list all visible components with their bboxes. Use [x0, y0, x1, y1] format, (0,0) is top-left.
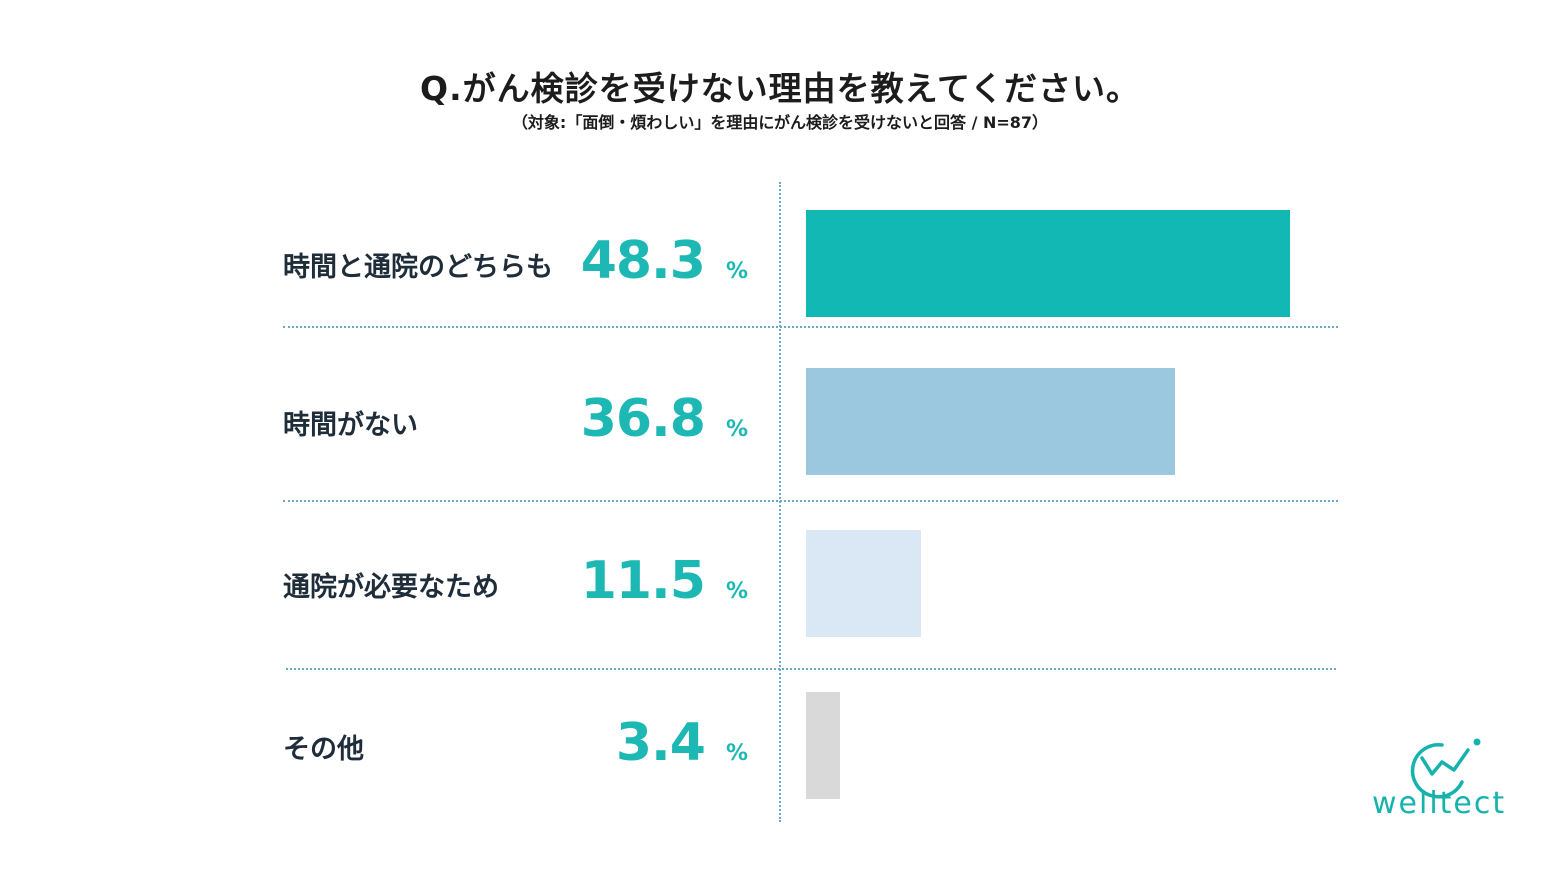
- percent-unit: %: [726, 741, 749, 766]
- bar: [806, 367, 1175, 475]
- bar: [806, 209, 1290, 317]
- row-divider: [286, 668, 1336, 670]
- bar: [806, 691, 840, 799]
- chart-subtitle: （対象:「面倒・煩わしい」を理由にがん検診を受けないと回答 / N=87）: [511, 113, 1049, 132]
- value-label: 3.4: [615, 713, 706, 773]
- value-axis-line: [779, 182, 781, 822]
- percent-unit: %: [726, 259, 749, 284]
- bar: [806, 529, 921, 637]
- row-divider: [283, 326, 1338, 328]
- percent-unit: %: [726, 417, 749, 442]
- category-label: 時間がない: [283, 410, 418, 441]
- category-label: その他: [283, 734, 364, 765]
- value-label: 48.3: [580, 231, 706, 291]
- brand-name: welltect: [1372, 786, 1507, 821]
- category-label: 時間と通院のどちらも: [283, 252, 553, 283]
- category-label: 通院が必要なため: [283, 572, 499, 603]
- value-label: 36.8: [580, 389, 706, 449]
- row-divider: [283, 500, 1338, 502]
- welltect-logo-icon: [1410, 738, 1481, 799]
- value-label: 11.5: [580, 551, 706, 611]
- chart-title: Q.がん検診を受けない理由を教えてください。: [420, 69, 1140, 108]
- percent-unit: %: [726, 579, 749, 604]
